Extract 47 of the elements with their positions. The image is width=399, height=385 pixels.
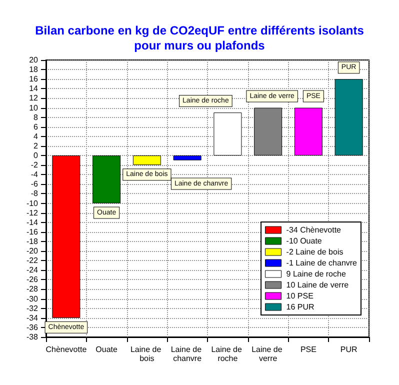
legend-label: 16 PUR: [286, 302, 315, 312]
x-tick-label: Laine de bois: [130, 345, 164, 363]
y-tick-label: -22: [26, 256, 39, 266]
y-tick-label: 6: [34, 122, 39, 132]
y-tick-label: -34: [26, 313, 39, 322]
x-tick-label: Laine de chanvre: [170, 345, 204, 363]
y-tick-label: 14: [29, 84, 39, 94]
x-tick-label: Laine de verre: [252, 345, 285, 363]
y-tick-label: -32: [26, 304, 39, 313]
y-tick-label: -4: [30, 170, 39, 180]
y-tick-label: -24: [26, 266, 39, 275]
x-tick-label: Ouate: [96, 345, 118, 354]
y-tick-label: 16: [29, 74, 39, 84]
legend-label: 9 Laine de roche: [286, 270, 346, 278]
legend-label: -34 Chènevotte: [286, 226, 342, 234]
legend-label: -2 Laine de bois: [286, 248, 344, 256]
y-tick-label: -28: [26, 284, 39, 294]
legend-label: -10 Ouate: [286, 236, 322, 246]
y-tick-label: 0: [34, 151, 39, 160]
y-tick-label: -12: [26, 208, 39, 218]
legend-label: 10 PSE: [286, 292, 314, 300]
y-tick-label: 2: [34, 141, 39, 150]
y-tick-label: -30: [26, 294, 39, 304]
y-tick-label: -6: [30, 180, 39, 189]
legend-label: 10 Laine de verre: [286, 280, 350, 290]
y-tick-label: 18: [29, 65, 39, 74]
x-tick-label: PSE: [300, 345, 316, 354]
y-tick-label: -36: [26, 322, 39, 332]
y-tick-label: -26: [26, 275, 39, 284]
y-tick-label: -14: [26, 218, 39, 227]
y-tick-label: -38: [26, 332, 39, 342]
y-tick-label: 4: [34, 132, 39, 141]
y-tick-label: -10: [26, 198, 39, 208]
y-tick-label: -8: [30, 189, 39, 198]
y-tick-label: 12: [29, 94, 39, 103]
x-tick-label: PUR: [340, 345, 358, 354]
y-tick-label: -16: [26, 227, 39, 236]
y-tick-label: -20: [26, 246, 39, 256]
y-tick-label: 10: [29, 103, 39, 112]
y-tick-label: 8: [34, 112, 39, 122]
legend-label: -1 Laine de chanvre: [286, 258, 358, 268]
y-tick-label: -18: [26, 236, 39, 246]
chart-title: Bilan carbone en kg de CO2eqUF entre différents isolants pour murs ou plafonds: [35, 24, 364, 52]
y-tick-label: 20: [29, 56, 39, 64]
y-tick-label: -2: [30, 160, 39, 170]
x-tick-label: Chènevotte: [46, 345, 88, 354]
x-tick-label: Laine de roche: [211, 345, 244, 363]
